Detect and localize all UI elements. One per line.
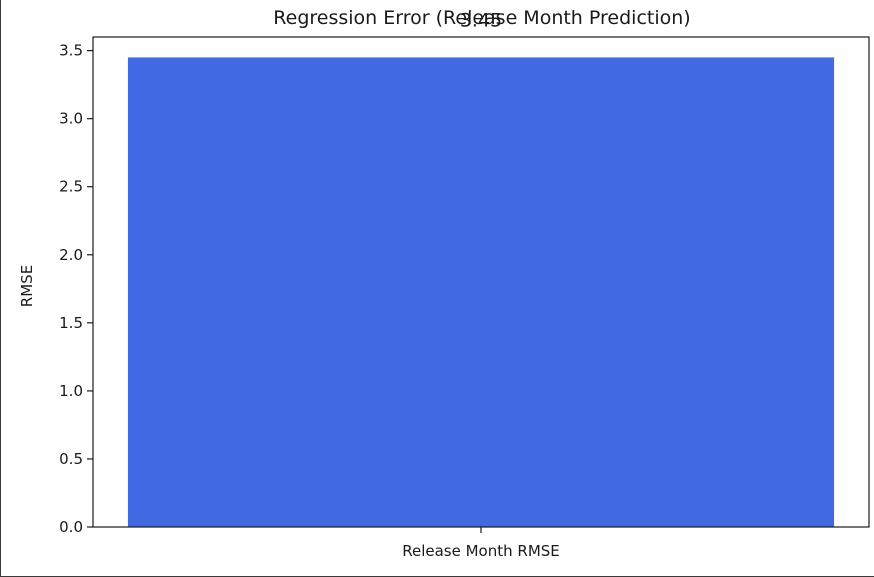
chart-title: Regression Error (Release Month Predicti… [273,7,690,29]
y-tick-label: 2.5 [59,178,83,196]
y-tick-label: 0.5 [59,450,83,468]
y-axis: 0.0 0.5 1.0 1.5 2.0 2.5 3.0 3.5 [59,42,93,536]
y-tick-label: 0.0 [59,518,83,536]
y-tick-label: 3.5 [59,42,83,60]
y-axis-label: RMSE [18,265,36,307]
y-tick-label: 3.0 [59,110,83,128]
y-tick-label: 1.0 [59,382,83,400]
bar-data-label: 3.45 [460,9,502,31]
x-axis: Release Month RMSE [402,527,560,560]
bar [127,57,835,528]
x-tick-label: Release Month RMSE [402,542,560,560]
y-tick-label: 2.0 [59,246,83,264]
plot-area: 3.45 [127,9,835,528]
y-tick-label: 1.5 [59,314,83,332]
plot-frame [92,36,870,528]
